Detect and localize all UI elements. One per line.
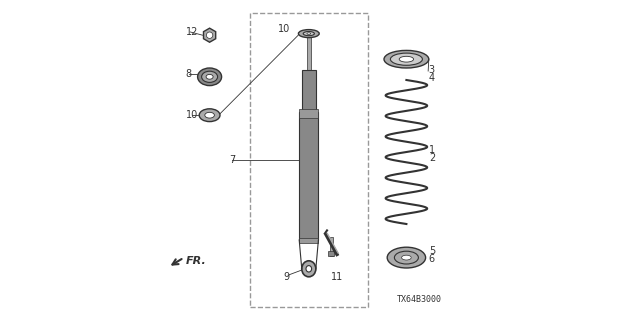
- Text: 2: 2: [429, 153, 435, 164]
- Ellipse shape: [205, 112, 214, 118]
- Ellipse shape: [387, 247, 426, 268]
- Ellipse shape: [307, 33, 311, 35]
- Bar: [300, 238, 319, 243]
- Ellipse shape: [394, 251, 419, 264]
- Ellipse shape: [399, 56, 413, 62]
- Ellipse shape: [302, 261, 316, 277]
- Bar: [300, 109, 319, 118]
- Text: 3: 3: [429, 65, 435, 76]
- Text: 1: 1: [429, 145, 435, 156]
- Ellipse shape: [298, 30, 319, 38]
- Text: 12: 12: [186, 27, 198, 37]
- Ellipse shape: [206, 75, 213, 79]
- Bar: [301, 70, 316, 128]
- Text: 7: 7: [229, 155, 235, 165]
- Ellipse shape: [306, 266, 312, 272]
- Text: 8: 8: [186, 68, 192, 79]
- Text: FR.: FR.: [186, 256, 206, 266]
- Ellipse shape: [384, 51, 429, 68]
- Ellipse shape: [303, 32, 314, 36]
- Text: 5: 5: [429, 246, 435, 256]
- Bar: [307, 32, 311, 70]
- Ellipse shape: [199, 109, 220, 122]
- Text: 6: 6: [429, 254, 435, 264]
- Text: 10: 10: [278, 24, 291, 34]
- Circle shape: [206, 32, 212, 38]
- Text: 9: 9: [283, 272, 289, 282]
- Ellipse shape: [390, 53, 422, 65]
- Bar: [330, 237, 333, 256]
- Text: 4: 4: [429, 73, 435, 84]
- Bar: [300, 112, 319, 240]
- Text: 11: 11: [332, 272, 344, 282]
- Bar: [328, 251, 334, 256]
- Text: TX64B3000: TX64B3000: [397, 295, 442, 304]
- Text: 10: 10: [186, 110, 198, 120]
- Ellipse shape: [402, 255, 412, 260]
- Ellipse shape: [198, 68, 221, 86]
- Ellipse shape: [202, 71, 218, 83]
